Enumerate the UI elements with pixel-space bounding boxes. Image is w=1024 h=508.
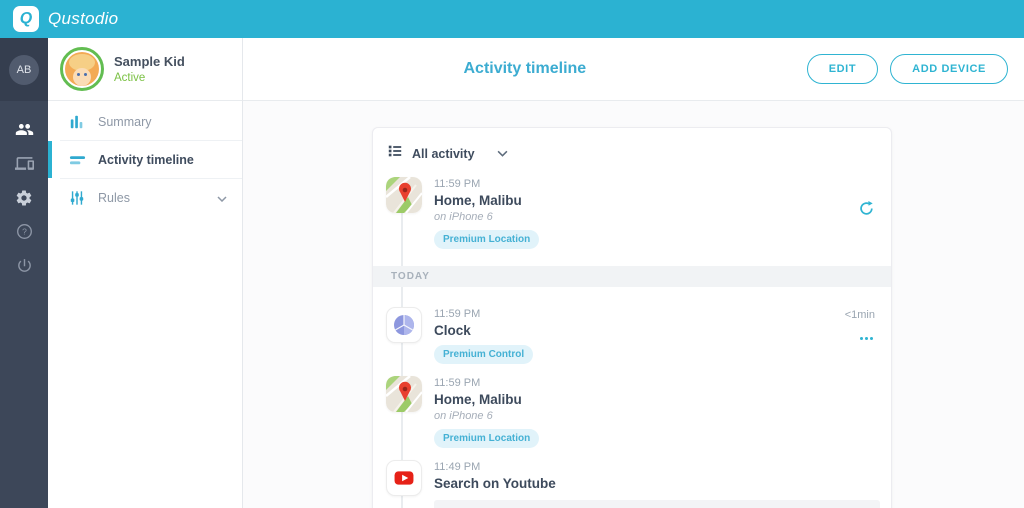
activity-filter-dropdown[interactable]: All activity bbox=[373, 128, 891, 170]
premium-badge: Premium Location bbox=[434, 230, 540, 249]
entry-device: on iPhone 6 bbox=[434, 410, 493, 422]
entry-device: on iPhone 6 bbox=[434, 211, 493, 223]
kid-avatar bbox=[60, 47, 104, 91]
profile-header[interactable]: Sample Kid Active bbox=[48, 38, 242, 101]
chevron-down-icon bbox=[217, 191, 227, 205]
sidebar: Sample Kid Active Summary Activity timel… bbox=[48, 38, 243, 508]
devices-icon bbox=[14, 154, 34, 178]
entry-duration: <1min bbox=[844, 309, 875, 321]
timeline-entry: 11:59 PM Home, Malibu on iPhone 6 Premiu… bbox=[373, 369, 891, 453]
gear-icon bbox=[15, 189, 33, 212]
profile-status: Active bbox=[114, 72, 146, 84]
refresh-icon[interactable] bbox=[858, 200, 875, 217]
timeline-entry: 11:49 PM Search on Youtube "How to stop … bbox=[373, 453, 891, 508]
entry-title: Search on Youtube bbox=[434, 476, 556, 491]
timeline-lines-icon bbox=[68, 151, 86, 169]
help-button[interactable]: ? bbox=[0, 217, 48, 251]
activity-timeline-card: All activity 11:59 PM Home, Malibu on iP… bbox=[372, 127, 892, 508]
clock-app-icon bbox=[386, 307, 422, 343]
sliders-icon bbox=[68, 189, 86, 207]
entry-time: 11:59 PM bbox=[434, 377, 481, 389]
sidebar-item-label: Rules bbox=[98, 190, 130, 205]
map-location-icon bbox=[386, 177, 422, 213]
main-area: Activity timeline EDIT ADD DEVICE All ac… bbox=[243, 38, 1024, 508]
settings-button[interactable] bbox=[0, 183, 48, 217]
parent-avatar[interactable]: AB bbox=[9, 54, 39, 85]
icon-rail: AB ? bbox=[0, 38, 48, 508]
entry-time: 11:59 PM bbox=[434, 178, 481, 190]
top-header: Q Qustodio bbox=[0, 0, 1024, 38]
sidebar-item-label: Summary bbox=[98, 114, 152, 129]
timeline-entry: 11:59 PM Home, Malibu on iPhone 6 Premiu… bbox=[373, 170, 891, 254]
logout-button[interactable] bbox=[0, 251, 48, 285]
sidebar-nav: Summary Activity timeline Rules bbox=[48, 101, 242, 216]
youtube-icon bbox=[386, 460, 422, 496]
logo-letter: Q bbox=[19, 10, 33, 27]
content-area: All activity 11:59 PM Home, Malibu on iP… bbox=[243, 101, 1024, 508]
filter-label: All activity bbox=[412, 146, 475, 161]
search-query-quote: "How to stop a bully" bbox=[434, 500, 880, 508]
active-indicator bbox=[48, 141, 52, 178]
profile-name: Sample Kid bbox=[114, 54, 185, 69]
entry-time: 11:49 PM bbox=[434, 461, 481, 473]
entry-title: Clock bbox=[434, 323, 471, 338]
sidebar-item-label: Activity timeline bbox=[98, 152, 194, 167]
bar-chart-icon bbox=[68, 113, 86, 131]
people-icon bbox=[15, 120, 34, 144]
timeline-entry: 11:59 PM Clock Premium Control <1min bbox=[373, 300, 891, 369]
list-icon bbox=[387, 143, 403, 164]
premium-badge: Premium Control bbox=[434, 345, 534, 364]
divider bbox=[60, 140, 242, 141]
add-device-button[interactable]: ADD DEVICE bbox=[890, 54, 1008, 84]
sidebar-item-activity-timeline[interactable]: Activity timeline bbox=[48, 141, 242, 178]
main-header: Activity timeline EDIT ADD DEVICE bbox=[243, 38, 1024, 101]
brand-name: Qustodio bbox=[48, 9, 119, 28]
help-icon: ? bbox=[16, 223, 33, 245]
sidebar-item-summary[interactable]: Summary bbox=[48, 103, 242, 140]
qustodio-logo-icon[interactable]: Q bbox=[13, 6, 39, 32]
edit-button[interactable]: EDIT bbox=[806, 54, 879, 84]
divider bbox=[60, 178, 242, 179]
devices-button[interactable] bbox=[0, 149, 48, 183]
svg-text:?: ? bbox=[22, 226, 27, 236]
entry-title: Home, Malibu bbox=[434, 392, 522, 407]
sidebar-item-rules[interactable]: Rules bbox=[48, 179, 242, 216]
page-title: Activity timeline bbox=[463, 60, 587, 77]
family-button[interactable] bbox=[0, 115, 48, 149]
premium-badge: Premium Location bbox=[434, 429, 540, 448]
today-separator: TODAY bbox=[373, 266, 891, 287]
timeline-connector-line bbox=[401, 186, 403, 508]
rail-top: AB bbox=[0, 38, 48, 101]
entry-time: 11:59 PM bbox=[434, 308, 481, 320]
more-actions-icon[interactable] bbox=[858, 327, 873, 345]
chevron-down-icon bbox=[497, 150, 508, 157]
power-icon bbox=[16, 257, 33, 279]
map-location-icon bbox=[386, 376, 422, 412]
entry-title: Home, Malibu bbox=[434, 193, 522, 208]
